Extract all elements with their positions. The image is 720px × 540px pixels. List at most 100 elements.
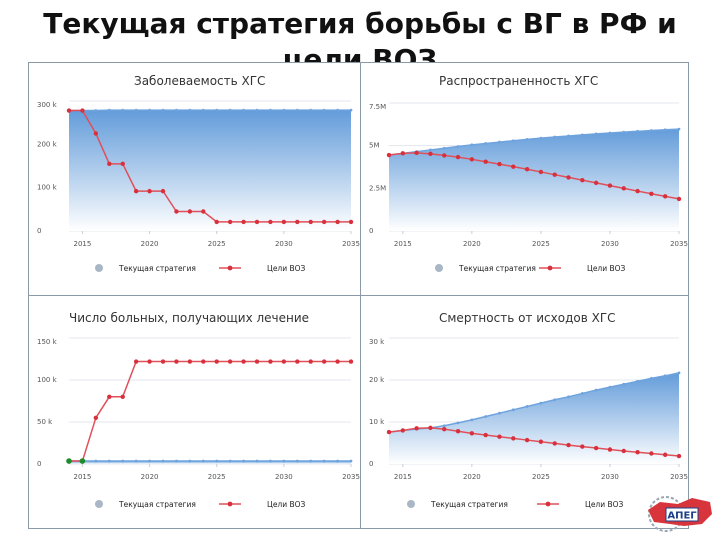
series-line-who-targets bbox=[388, 152, 680, 200]
data-point-current-strategy bbox=[622, 130, 626, 134]
data-point-current-strategy bbox=[663, 374, 667, 378]
legend-label-current-strategy: Текущая стратегия bbox=[118, 264, 196, 273]
data-point-who-targets bbox=[308, 219, 313, 225]
data-point-current-strategy bbox=[649, 129, 653, 132]
y-tick-label: 0 bbox=[37, 227, 41, 235]
data-point-current-strategy bbox=[594, 132, 598, 136]
data-point-who-targets bbox=[268, 359, 273, 364]
legend-swatch-current-strategy bbox=[95, 264, 103, 272]
legend-label-who-targets: Цели ВОЗ bbox=[585, 500, 624, 509]
legend-swatch-current-strategy bbox=[435, 264, 443, 272]
data-point-current-strategy bbox=[148, 459, 151, 463]
data-point-who-targets bbox=[160, 359, 166, 364]
data-point-current-strategy bbox=[663, 128, 667, 132]
data-point-who-targets bbox=[201, 209, 206, 214]
x-tick-label: 2025 bbox=[208, 240, 226, 248]
data-point-who-targets bbox=[254, 219, 260, 225]
chart-panel-treated: Число больных, получающих лечение 0 50 k 10… bbox=[29, 296, 360, 528]
y-tick-label: 2.5M bbox=[369, 184, 386, 192]
data-point-who-targets bbox=[469, 431, 475, 436]
x-tick-label: 2015 bbox=[74, 473, 92, 481]
data-point-who-targets bbox=[428, 151, 433, 157]
data-point-who-targets bbox=[455, 154, 461, 160]
data-point-current-strategy bbox=[608, 385, 612, 389]
data-point-current-strategy bbox=[201, 108, 205, 112]
data-point-current-strategy bbox=[525, 137, 529, 141]
data-point-who-targets bbox=[254, 359, 260, 364]
data-point-current-strategy bbox=[201, 459, 205, 463]
data-point-who-targets bbox=[552, 441, 557, 446]
data-point-current-strategy bbox=[525, 405, 529, 408]
panel-divider-horizontal bbox=[28, 295, 689, 296]
x-tick-label: 2030 bbox=[275, 473, 293, 481]
data-point-current-strategy bbox=[442, 146, 446, 150]
data-point-who-targets bbox=[386, 429, 392, 435]
data-point-who-targets bbox=[552, 172, 557, 177]
x-tick-label: 2030 bbox=[601, 473, 619, 481]
data-point-current-strategy bbox=[121, 459, 125, 463]
data-point-who-targets bbox=[400, 151, 406, 156]
data-point-current-strategy bbox=[255, 459, 259, 463]
data-point-current-strategy bbox=[677, 127, 681, 131]
data-point-who-targets bbox=[635, 188, 640, 194]
data-point-who-targets bbox=[676, 453, 682, 459]
x-tick-label: 2025 bbox=[532, 240, 550, 248]
data-point-who-targets bbox=[593, 180, 599, 186]
y-tick-label: 50 k bbox=[37, 418, 53, 426]
data-point-who-targets bbox=[321, 219, 327, 225]
data-point-current-strategy bbox=[484, 142, 488, 145]
data-point-who-targets bbox=[400, 428, 406, 433]
chart-panel-prevalence: Распространенность ХГС 0 2.5M 5M 7.5M 2015 202… bbox=[361, 63, 688, 295]
data-point-who-targets bbox=[593, 445, 599, 451]
data-point-current-strategy bbox=[553, 398, 557, 402]
data-point-current-strategy bbox=[456, 421, 460, 425]
data-point-current-strategy bbox=[107, 459, 111, 463]
data-point-who-targets bbox=[241, 359, 246, 364]
x-tick-label: 2035 bbox=[342, 240, 360, 248]
series-line-who-targets bbox=[69, 109, 351, 223]
data-point-who-targets bbox=[580, 444, 585, 449]
data-point-current-strategy bbox=[161, 108, 165, 112]
data-point-who-targets bbox=[321, 359, 327, 364]
data-point-current-strategy bbox=[511, 139, 515, 143]
data-point-current-strategy bbox=[107, 108, 111, 112]
data-point-who-targets bbox=[566, 442, 571, 448]
data-point-current-strategy bbox=[269, 459, 272, 463]
data-point-who-targets bbox=[120, 161, 125, 167]
data-point-current-strategy bbox=[567, 134, 570, 138]
data-point-current-strategy bbox=[215, 108, 219, 112]
data-point-who-targets bbox=[147, 188, 152, 194]
data-point-current-strategy bbox=[649, 376, 653, 380]
data-point-who-targets bbox=[524, 167, 530, 172]
data-point-current-strategy bbox=[175, 459, 178, 463]
x-tick-label: 2020 bbox=[463, 240, 481, 248]
data-point-current-strategy bbox=[94, 459, 98, 463]
data-point-who-targets bbox=[80, 108, 85, 113]
legend-label-current-strategy: Текущая стратегия bbox=[458, 264, 536, 273]
data-point-who-targets bbox=[469, 157, 475, 162]
chart-svg-treated: Число больных, получающих лечение 0 50 k 10… bbox=[37, 311, 360, 509]
series-area-current-strategy bbox=[389, 372, 679, 464]
data-point-current-strategy bbox=[511, 408, 515, 412]
y-tick-label: 100 k bbox=[37, 376, 58, 384]
y-tick-label: 7.5M bbox=[369, 103, 386, 111]
data-point-who-targets bbox=[497, 161, 502, 167]
y-tick-label: 20 k bbox=[369, 376, 385, 384]
data-point-current-strategy bbox=[121, 108, 125, 112]
data-point-current-strategy bbox=[336, 459, 339, 463]
x-tick-label: 2035 bbox=[670, 240, 688, 248]
data-point-who-targets bbox=[107, 161, 112, 167]
legend-swatch-who-marker bbox=[227, 265, 233, 271]
series-area-current-strategy bbox=[69, 110, 351, 231]
x-tick-label: 2030 bbox=[601, 240, 619, 248]
chart-title: Смертность от исходов ХГС bbox=[439, 311, 616, 325]
data-point-who-targets bbox=[649, 451, 654, 456]
data-point-current-strategy bbox=[228, 108, 232, 112]
data-point-current-strategy bbox=[470, 143, 474, 147]
data-point-current-strategy bbox=[580, 133, 584, 137]
data-point-current-strategy bbox=[215, 459, 219, 463]
data-point-who-targets bbox=[442, 153, 447, 158]
data-point-who-targets bbox=[133, 188, 139, 194]
y-tick-label: 0 bbox=[369, 227, 373, 235]
data-point-current-strategy bbox=[349, 108, 353, 112]
